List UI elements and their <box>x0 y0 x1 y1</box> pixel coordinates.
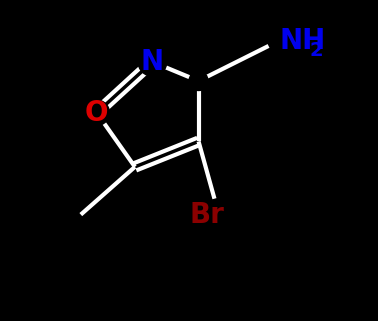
Circle shape <box>138 48 167 76</box>
Text: Br: Br <box>189 201 224 229</box>
Circle shape <box>189 71 208 91</box>
Circle shape <box>84 100 110 126</box>
Text: NH: NH <box>280 27 326 55</box>
Text: 2: 2 <box>310 41 324 60</box>
Text: O: O <box>85 99 108 127</box>
Text: N: N <box>141 48 164 76</box>
